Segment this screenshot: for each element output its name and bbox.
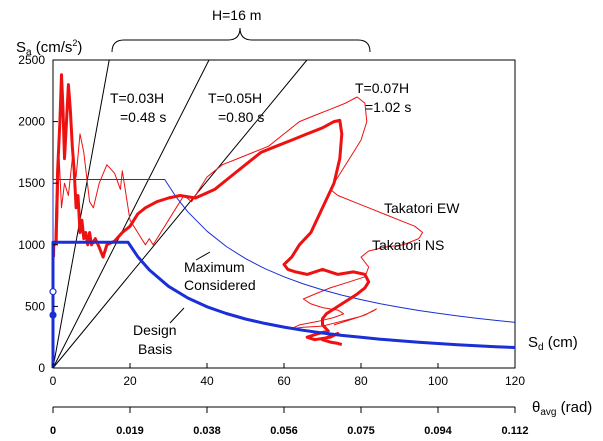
- x2-tick-label: 0.019: [116, 425, 144, 437]
- data-marker-1: [49, 288, 57, 296]
- y-axis-ticks: 0 500 1000 1500 2000 2500: [18, 53, 58, 375]
- period-label-3-line2: =1.02 s: [365, 99, 411, 115]
- design-basis-leader: [169, 307, 185, 324]
- y-tick-label: 2500: [18, 53, 45, 67]
- period-lines: [52, 59, 308, 369]
- brace-label: H=16 m: [212, 7, 261, 23]
- period-line-1: [52, 59, 110, 369]
- secondary-x-axis-label: θavg (rad): [532, 399, 592, 418]
- y-tick-label: 500: [25, 299, 45, 313]
- takatori-ns-label: Takatori NS: [372, 237, 444, 253]
- y-tick-label: 2000: [18, 115, 45, 129]
- height-brace: [111, 27, 371, 53]
- maximum-considered-label-1: Maximum: [184, 259, 245, 275]
- x2-tick-label: 0.056: [270, 425, 298, 437]
- x-tick-label: 40: [200, 374, 214, 388]
- y-tick-label: 1500: [18, 176, 45, 190]
- markers-layer: [49, 288, 57, 319]
- series-maximum-considered: [52, 179, 516, 368]
- x-tick-label: 120: [505, 374, 525, 388]
- period-label-1-line2: =0.48 s: [120, 109, 166, 125]
- design-basis-label-2: Basis: [138, 341, 172, 357]
- maximum-considered-leader: [195, 251, 211, 261]
- x2-tick-label: 0.112: [502, 425, 529, 437]
- series-layer: [51, 73, 516, 368]
- y-axis-label: Sa (cm/s2): [16, 38, 82, 58]
- x2-tick-label: 0.094: [424, 425, 452, 437]
- x2-tick-label: 0: [50, 425, 56, 437]
- takatori-ew-label: Takatori EW: [384, 200, 460, 216]
- series-takatori-ns: [54, 73, 371, 347]
- x2-tick-label: 0.075: [347, 425, 375, 437]
- x2-tick-label: 0.038: [193, 425, 221, 437]
- design-basis-label-1: Design: [133, 322, 177, 338]
- x-tick-label: 100: [428, 374, 448, 388]
- maximum-considered-label-2: Considered: [184, 277, 256, 293]
- x-tick-label: 60: [277, 374, 291, 388]
- y-tick-label: 0: [38, 361, 45, 375]
- period-line-3: [52, 59, 308, 369]
- data-marker-2: [49, 311, 57, 319]
- x-tick-label: 20: [123, 374, 137, 388]
- series-design-basis: [51, 240, 516, 368]
- x-axis-ticks: 0 20 40 60 80 100 120: [50, 363, 525, 388]
- secondary-x-axis-ticks: 0 0.019 0.038 0.056 0.075 0.094 0.112: [50, 407, 529, 437]
- period-label-1-line1: T=0.03H: [110, 90, 164, 106]
- series-takatori-ew: [54, 96, 424, 330]
- period-label-3-line1: T=0.07H: [355, 80, 409, 96]
- period-label-2-line2: =0.80 s: [218, 109, 264, 125]
- y-tick-label: 1000: [18, 238, 45, 252]
- x-axis-label: Sd (cm): [528, 334, 578, 353]
- x-tick-label: 0: [50, 374, 57, 388]
- period-label-2-line1: T=0.05H: [208, 90, 262, 106]
- x-tick-label: 80: [354, 374, 368, 388]
- period-line-2: [52, 59, 210, 369]
